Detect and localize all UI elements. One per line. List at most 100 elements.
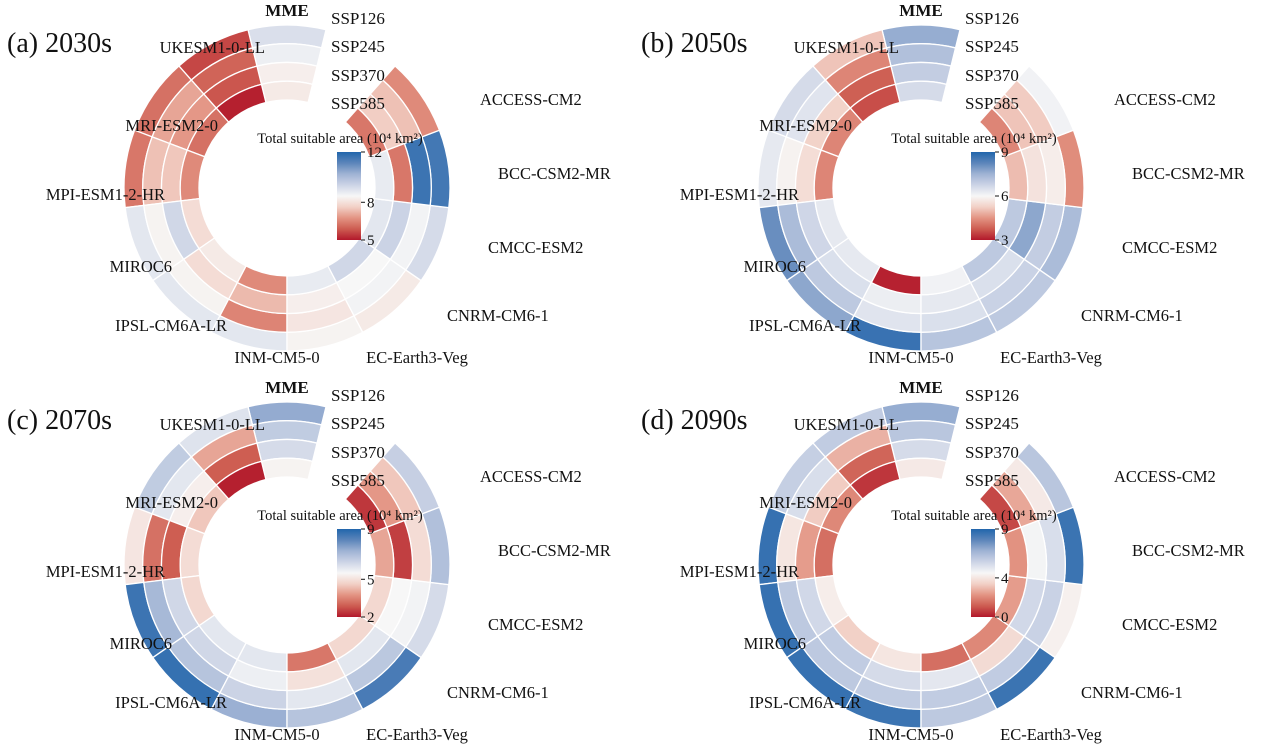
model-label-MRI-ESM2-0: MRI-ESM2-0 bbox=[125, 493, 218, 512]
colorbar-gradient bbox=[337, 152, 361, 240]
cell-MPI-ESM1-2-HR-SSP585 bbox=[179, 526, 206, 579]
cell-UKESM1-0-LL-SSP585 bbox=[215, 83, 267, 124]
model-label-IPSL-CM6A-LR: IPSL-CM6A-LR bbox=[749, 693, 861, 712]
cell-UKESM1-0-LL-SSP585 bbox=[215, 460, 267, 501]
model-label-CMCC-ESM2: CMCC-ESM2 bbox=[488, 238, 583, 257]
cell-BCC-CSM2-MR-SSP585 bbox=[368, 526, 395, 579]
panel-title-b: (b) 2050s bbox=[641, 28, 748, 59]
colorbar-tick-label-2: 2 bbox=[367, 610, 375, 626]
colorbar-tick-label-5: 5 bbox=[367, 572, 375, 588]
model-label-MIROC6: MIROC6 bbox=[744, 634, 806, 653]
model-label-BCC-CSM2-MR: BCC-CSM2-MR bbox=[498, 541, 611, 560]
model-label-EC-Earth3-Veg: EC-Earth3-Veg bbox=[1000, 725, 1102, 744]
cell-IPSL-CM6A-LR-SSP585 bbox=[832, 237, 881, 284]
model-label-INM-CM5-0: INM-CM5-0 bbox=[234, 348, 319, 367]
model-label-MPI-ESM1-2-HR: MPI-ESM1-2-HR bbox=[680, 562, 799, 581]
panel-2030s: (a) 2030s MME UKESM1-0-LL MRI-ESM2-0 MPI-ES… bbox=[0, 0, 634, 376]
colorbar: Total suitable area (10⁴ km²)9 6 3 bbox=[891, 131, 1057, 249]
ring-label-SSP126: SSP126 bbox=[331, 9, 385, 28]
ring-label-SSP245: SSP245 bbox=[331, 37, 385, 56]
cell-UKESM1-0-LL-SSP585 bbox=[849, 83, 901, 124]
model-label-INM-CM5-0: INM-CM5-0 bbox=[868, 725, 953, 744]
model-label-EC-Earth3-Veg: EC-Earth3-Veg bbox=[366, 725, 468, 744]
cell-INM-CM5-0-SSP585 bbox=[236, 642, 288, 673]
heatmap-cells bbox=[123, 24, 451, 352]
model-label-CNRM-CM6-1: CNRM-CM6-1 bbox=[1081, 683, 1183, 702]
cell-IPSL-CM6A-LR-SSP585 bbox=[198, 614, 247, 661]
model-label-CMCC-ESM2: CMCC-ESM2 bbox=[1122, 238, 1217, 257]
colorbar-tick-label-5: 5 bbox=[367, 233, 375, 249]
panel-2090s: (d) 2090s MME UKESM1-0-LL MRI-ESM2-0 MPI-ES… bbox=[634, 377, 1268, 753]
model-label-UKESM1-0-LL: UKESM1-0-LL bbox=[160, 415, 265, 434]
cell-MIROC6-SSP585 bbox=[814, 197, 850, 250]
colorbar: Total suitable area (10⁴ km²)9 4 0 bbox=[891, 508, 1057, 626]
ring-label-SSP370: SSP370 bbox=[331, 443, 385, 462]
cell-CNRM-CM6-1-SSP585 bbox=[961, 614, 1010, 661]
colorbar-tick-label-8: 8 bbox=[367, 195, 375, 211]
cell-IPSL-CM6A-LR-SSP585 bbox=[832, 614, 881, 661]
colorbar-gradient bbox=[337, 529, 361, 617]
model-label-ACCESS-CM2: ACCESS-CM2 bbox=[480, 467, 582, 486]
model-label-ACCESS-CM2: ACCESS-CM2 bbox=[480, 90, 582, 109]
model-label-MME: MME bbox=[899, 378, 942, 397]
cell-BCC-CSM2-MR-SSP585 bbox=[1002, 526, 1029, 579]
cell-IPSL-CM6A-LR-SSP585 bbox=[198, 237, 247, 284]
colorbar-tick-label-3: 3 bbox=[1001, 233, 1009, 249]
ring-label-SSP585: SSP585 bbox=[331, 471, 385, 490]
model-label-IPSL-CM6A-LR: IPSL-CM6A-LR bbox=[749, 316, 861, 335]
panel-2070s: (c) 2070s MME UKESM1-0-LL MRI-ESM2-0 MPI-ES… bbox=[0, 377, 634, 753]
model-label-MRI-ESM2-0: MRI-ESM2-0 bbox=[759, 493, 852, 512]
cell-MME-SSP585 bbox=[260, 457, 314, 481]
colorbar-title: Total suitable area (10⁴ km²) bbox=[891, 131, 1057, 147]
panel-2050s: (b) 2050s MME UKESM1-0-LL MRI-ESM2-0 MPI-ES… bbox=[634, 0, 1268, 376]
ring-label-SSP585: SSP585 bbox=[331, 94, 385, 113]
cell-MIROC6-SSP585 bbox=[180, 574, 216, 627]
model-label-MPI-ESM1-2-HR: MPI-ESM1-2-HR bbox=[46, 185, 165, 204]
model-label-MIROC6: MIROC6 bbox=[744, 257, 806, 276]
colorbar-title: Total suitable area (10⁴ km²) bbox=[257, 508, 423, 524]
model-label-INM-CM5-0: INM-CM5-0 bbox=[868, 348, 953, 367]
colorbar-tick-label-0: 0 bbox=[1001, 610, 1009, 626]
cell-ACCESS-CM2-SSP585 bbox=[344, 107, 388, 158]
ring-label-SSP370: SSP370 bbox=[331, 66, 385, 85]
ring-label-SSP585: SSP585 bbox=[965, 94, 1019, 113]
cell-BCC-CSM2-MR-SSP585 bbox=[1002, 149, 1029, 202]
heatmap-cells bbox=[757, 401, 1085, 729]
cell-ACCESS-CM2-SSP585 bbox=[978, 484, 1022, 535]
ring-label-SSP585: SSP585 bbox=[965, 471, 1019, 490]
cell-EC-Earth3-Veg-SSP585 bbox=[286, 642, 338, 673]
model-label-CMCC-ESM2: CMCC-ESM2 bbox=[1122, 615, 1217, 634]
model-label-IPSL-CM6A-LR: IPSL-CM6A-LR bbox=[115, 693, 227, 712]
colorbar-title: Total suitable area (10⁴ km²) bbox=[891, 508, 1057, 524]
colorbar: Total suitable area (10⁴ km²)12 8 5 bbox=[257, 131, 423, 249]
panel-title-c: (c) 2070s bbox=[7, 405, 112, 436]
ring-label-SSP245: SSP245 bbox=[965, 37, 1019, 56]
colorbar-tick-label-4: 4 bbox=[1001, 571, 1009, 587]
cell-UKESM1-0-LL-SSP585 bbox=[849, 460, 901, 501]
panel-title-a: (a) 2030s bbox=[7, 28, 112, 59]
cell-MRI-ESM2-0-SSP585 bbox=[186, 484, 230, 535]
model-label-MRI-ESM2-0: MRI-ESM2-0 bbox=[759, 116, 852, 135]
model-label-BCC-CSM2-MR: BCC-CSM2-MR bbox=[498, 164, 611, 183]
panel-title-d: (d) 2090s bbox=[641, 405, 748, 436]
cell-EC-Earth3-Veg-SSP585 bbox=[920, 642, 972, 673]
cell-INM-CM5-0-SSP585 bbox=[870, 265, 922, 296]
cell-INM-CM5-0-SSP585 bbox=[236, 265, 288, 296]
model-label-ACCESS-CM2: ACCESS-CM2 bbox=[1114, 90, 1216, 109]
model-label-MPI-ESM1-2-HR: MPI-ESM1-2-HR bbox=[680, 185, 799, 204]
colorbar-tick-label-12: 12 bbox=[367, 145, 382, 161]
model-label-MPI-ESM1-2-HR: MPI-ESM1-2-HR bbox=[46, 562, 165, 581]
model-label-BCC-CSM2-MR: BCC-CSM2-MR bbox=[1132, 164, 1245, 183]
model-label-UKESM1-0-LL: UKESM1-0-LL bbox=[794, 415, 899, 434]
model-label-ACCESS-CM2: ACCESS-CM2 bbox=[1114, 467, 1216, 486]
cell-MIROC6-SSP585 bbox=[180, 197, 216, 250]
cell-MPI-ESM1-2-HR-SSP585 bbox=[813, 526, 840, 579]
model-label-CNRM-CM6-1: CNRM-CM6-1 bbox=[447, 683, 549, 702]
model-label-CNRM-CM6-1: CNRM-CM6-1 bbox=[447, 306, 549, 325]
heatmap-cells bbox=[757, 24, 1085, 352]
ring-label-SSP370: SSP370 bbox=[965, 66, 1019, 85]
model-label-UKESM1-0-LL: UKESM1-0-LL bbox=[794, 38, 899, 57]
